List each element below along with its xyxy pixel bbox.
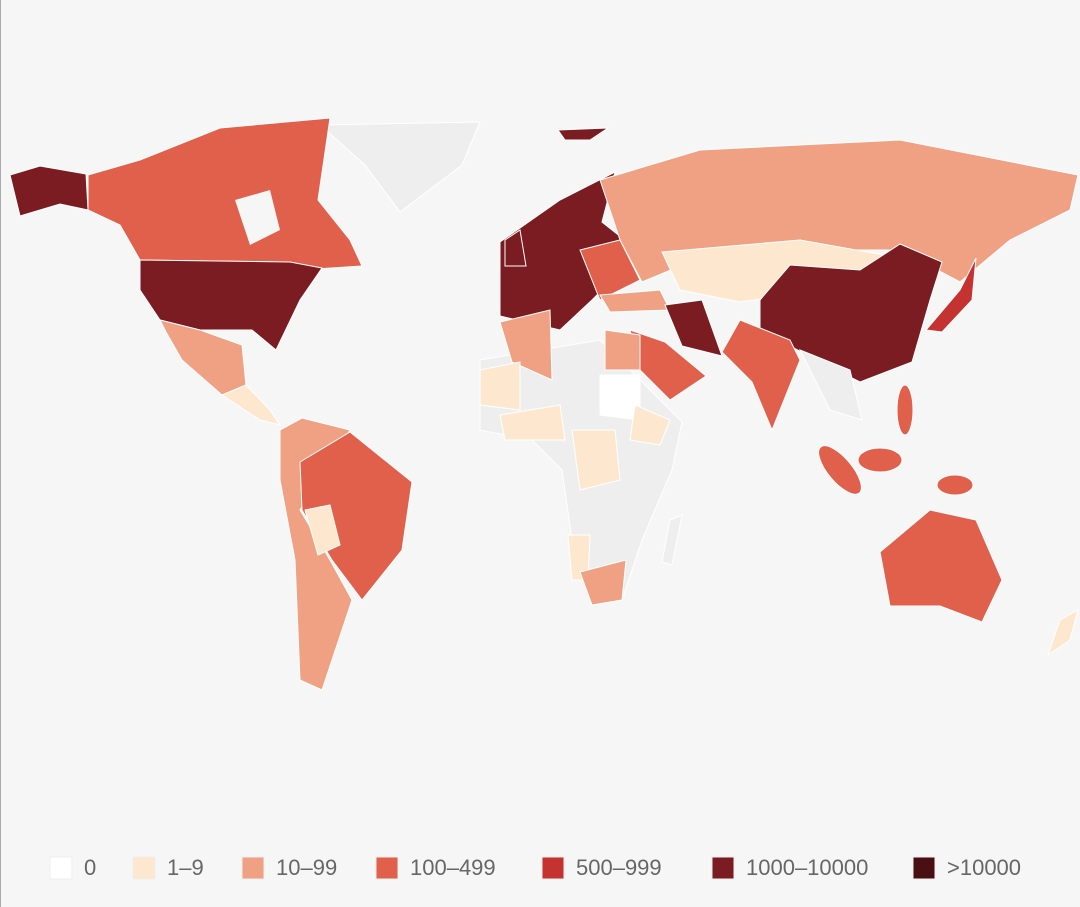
country[interactable] [557,127,610,141]
legend-item[interactable]: 0 [49,855,96,880]
legend-item[interactable]: 500–999 [541,855,662,880]
legend-item[interactable]: 1000–10000 [711,855,868,880]
bay [235,190,280,245]
legend-item[interactable]: 10–99 [241,855,337,880]
country[interactable] [629,404,671,446]
country[interactable] [798,349,863,421]
legend-swatch [241,856,265,880]
country[interactable] [499,404,566,441]
country[interactable] [879,509,1003,623]
legend-swatch [132,856,156,880]
country[interactable] [139,259,323,351]
legend-swatch [541,856,565,880]
country[interactable] [318,121,481,213]
country[interactable] [604,329,641,371]
legend-swatch [912,856,936,880]
legend-label: 0 [84,855,96,880]
world-map [9,117,1079,691]
country[interactable] [812,439,869,500]
legend-label: 10–99 [276,855,337,880]
legend-label: 1–9 [167,855,204,880]
legend-label: 100–499 [410,855,496,880]
country[interactable] [579,239,641,301]
country[interactable] [896,384,914,436]
country[interactable] [499,309,553,381]
legend-item[interactable]: 1–9 [132,855,204,880]
country[interactable] [759,243,943,383]
legend-label: 500–999 [576,855,662,880]
country[interactable] [571,429,621,491]
country[interactable] [504,229,527,267]
country[interactable] [661,514,683,566]
country[interactable] [304,504,341,556]
country[interactable] [87,117,363,271]
legend-swatch [49,856,73,880]
country[interactable] [925,257,977,333]
country[interactable] [220,384,282,426]
country[interactable] [9,165,89,217]
country[interactable] [279,417,353,691]
country[interactable] [1047,608,1079,657]
legend-item[interactable]: 100–499 [375,855,496,880]
legend-swatch [711,856,735,880]
legend-item[interactable]: >10000 [912,855,1021,880]
country[interactable] [664,299,723,357]
legend-label: 1000–10000 [746,855,868,880]
legend-label: >10000 [947,855,1021,880]
legend: 0 1–9 10–99 100–499 500–999 1000–10000 >10000 [49,855,1021,880]
country[interactable] [857,447,903,473]
country[interactable] [579,559,627,606]
country[interactable] [479,361,521,411]
legend-swatch [375,856,399,880]
country[interactable] [936,474,974,496]
country[interactable] [721,319,801,432]
